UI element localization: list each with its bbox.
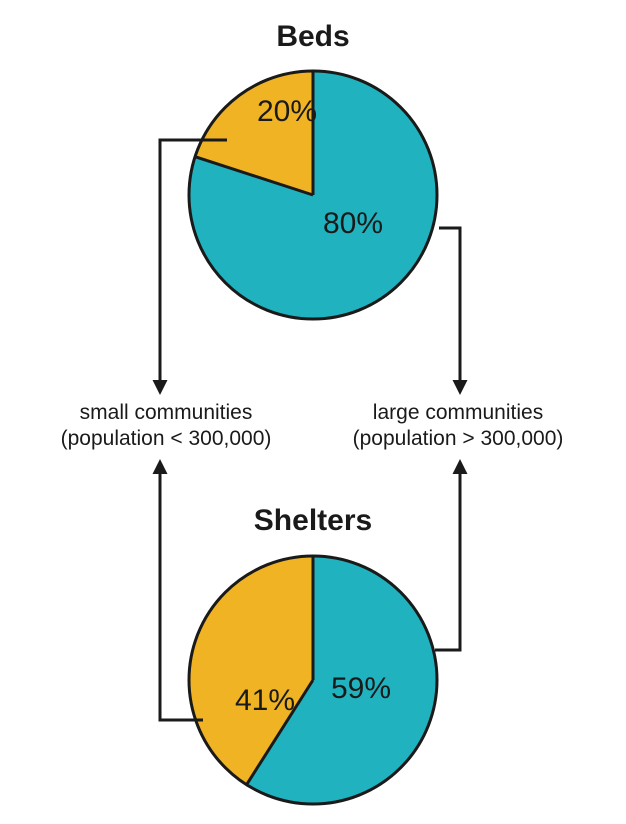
beds-title: Beds [213,20,413,54]
beds-pct-small: 20% [257,95,317,128]
shelters-pie-svg: 41% 59% [185,552,441,808]
shelters-title: Shelters [213,504,413,538]
large-communities-label: large communities (population > 300,000) [322,400,594,453]
beds-pie: 20% 80% [185,67,441,323]
beds-pct-large: 80% [323,207,383,240]
infographic-stage: Beds 20% 80% small communities (populatio… [0,0,626,824]
large-communities-line1: large communities [322,400,594,426]
small-communities-line1: small communities [30,400,302,426]
shelters-pct-large: 59% [331,672,391,705]
beds-pie-svg: 20% 80% [185,67,441,323]
shelters-pct-small: 41% [235,684,295,717]
small-communities-label: small communities (population < 300,000) [30,400,302,453]
connector-beds-large [439,228,460,392]
small-communities-line2: (population < 300,000) [30,426,302,452]
shelters-pie: 41% 59% [185,552,441,808]
large-communities-line2: (population > 300,000) [322,426,594,452]
